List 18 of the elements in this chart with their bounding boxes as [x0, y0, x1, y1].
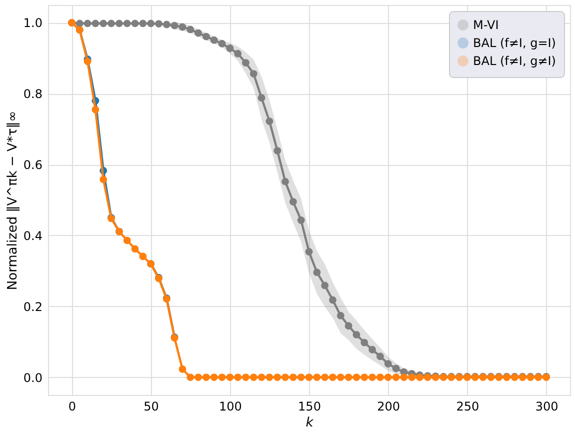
legend-label: M-VI: [473, 18, 499, 32]
legend-label: BAL (f≠I, g=I): [473, 36, 556, 50]
x-tick-label: 0: [68, 400, 76, 414]
y-tick-label: 0.0: [23, 370, 42, 385]
x-tick-label: 300: [535, 400, 558, 414]
x-tick-label: 100: [218, 400, 242, 414]
x-tick-label: 250: [456, 400, 480, 414]
x-tick-label: 200: [377, 400, 400, 414]
x-tick-label: 150: [298, 400, 321, 414]
y-tick-label: 1.0: [23, 16, 42, 30]
y-axis-title: Normalized ‖V^πk − V*τ‖∞: [5, 110, 20, 290]
x-tick-label: 50: [144, 400, 159, 414]
legend-label: BAL (f≠I, g≠I): [473, 54, 556, 68]
y-tick-label: 0.6: [23, 158, 42, 172]
y-tick-label: 0.2: [23, 300, 42, 314]
y-tick-label: 0.4: [23, 228, 42, 243]
x-axis-title: k: [306, 416, 314, 430]
y-tick-label: 0.8: [23, 87, 42, 102]
